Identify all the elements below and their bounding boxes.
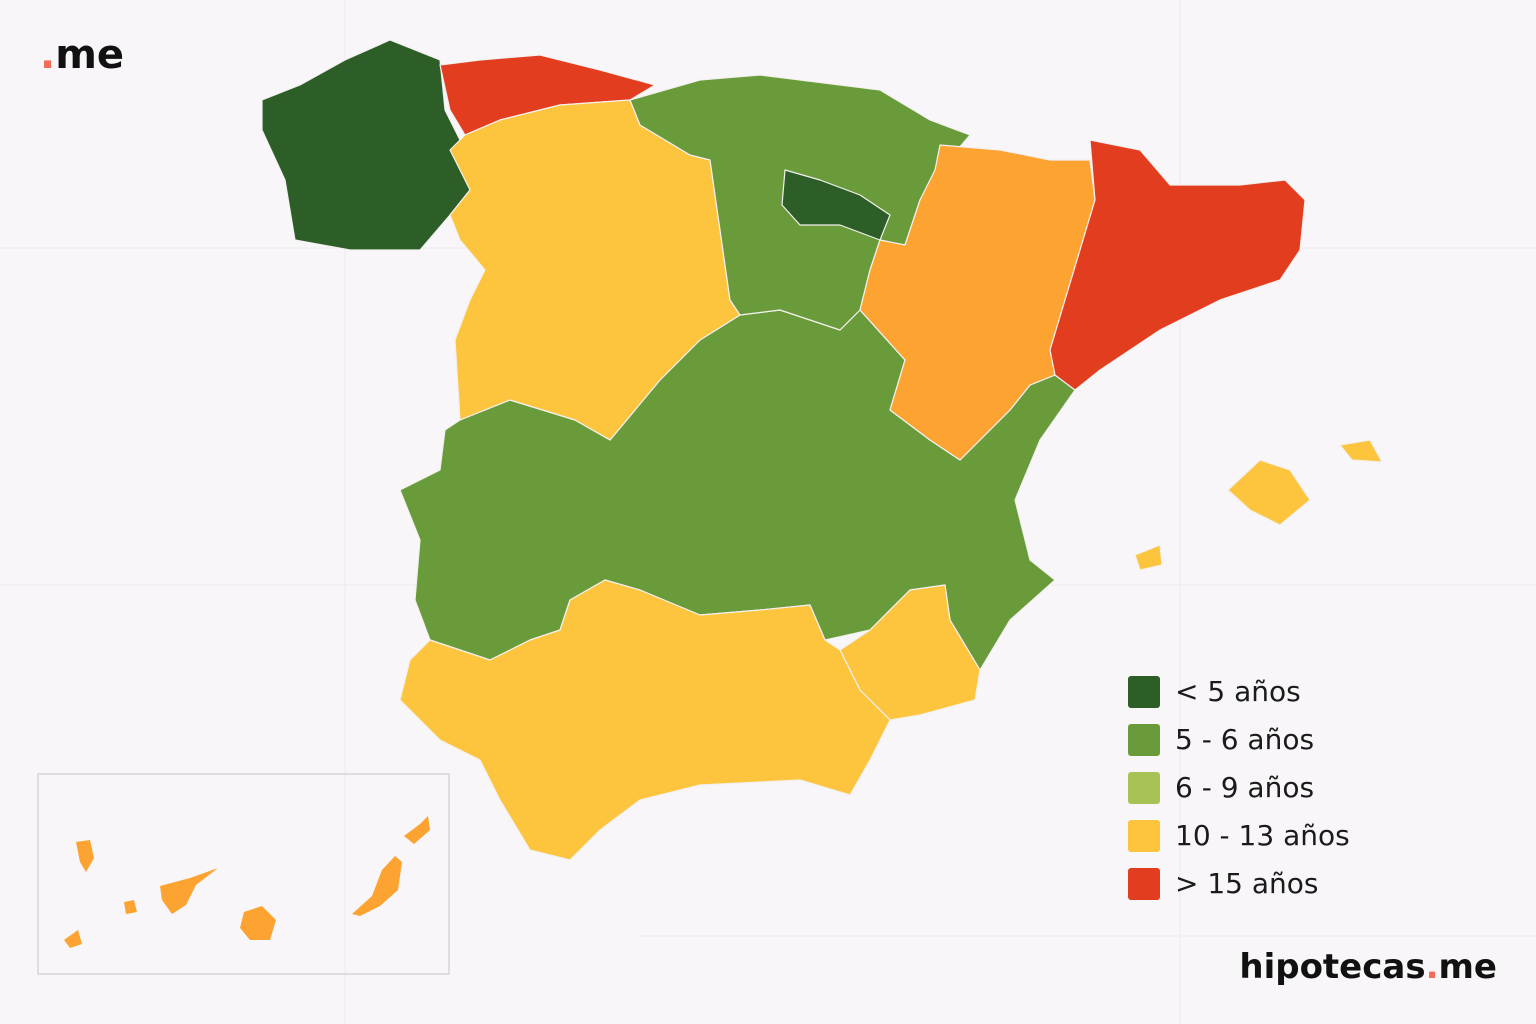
island	[160, 868, 218, 914]
legend-swatch	[1128, 724, 1160, 756]
island	[124, 900, 137, 914]
island	[1227, 459, 1311, 526]
spain-map	[261, 39, 1383, 861]
legend-swatch	[1128, 772, 1160, 804]
legend-swatch	[1128, 676, 1160, 708]
legend-label: 5 - 6 años	[1175, 723, 1314, 756]
logo-word: me	[55, 32, 124, 78]
island	[1134, 544, 1163, 571]
legend-label: < 5 años	[1175, 675, 1301, 708]
brand: hipotecas.me	[1239, 947, 1497, 987]
logo: .me	[40, 32, 124, 78]
region	[1049, 139, 1306, 391]
legend-label: > 15 años	[1175, 867, 1319, 900]
brand-name: hipotecas	[1239, 947, 1425, 987]
island	[76, 840, 94, 872]
island	[1339, 439, 1383, 463]
island	[404, 816, 430, 844]
island	[352, 856, 402, 916]
brand-dot: .	[1426, 947, 1439, 987]
region	[399, 579, 891, 861]
inset-frame	[37, 773, 450, 975]
brand-tld: me	[1439, 947, 1498, 987]
legend: < 5 años 5 - 6 años 6 - 9 años 10 - 13 años…	[1128, 675, 1350, 900]
logo-dot: .	[40, 32, 55, 78]
legend-label: 10 - 13 años	[1175, 819, 1350, 852]
island	[240, 906, 276, 940]
legend-label: 6 - 9 años	[1175, 771, 1314, 804]
legend-swatch	[1128, 868, 1160, 900]
legend-swatch	[1128, 820, 1160, 852]
island	[64, 930, 82, 948]
canary-inset	[37, 773, 450, 975]
